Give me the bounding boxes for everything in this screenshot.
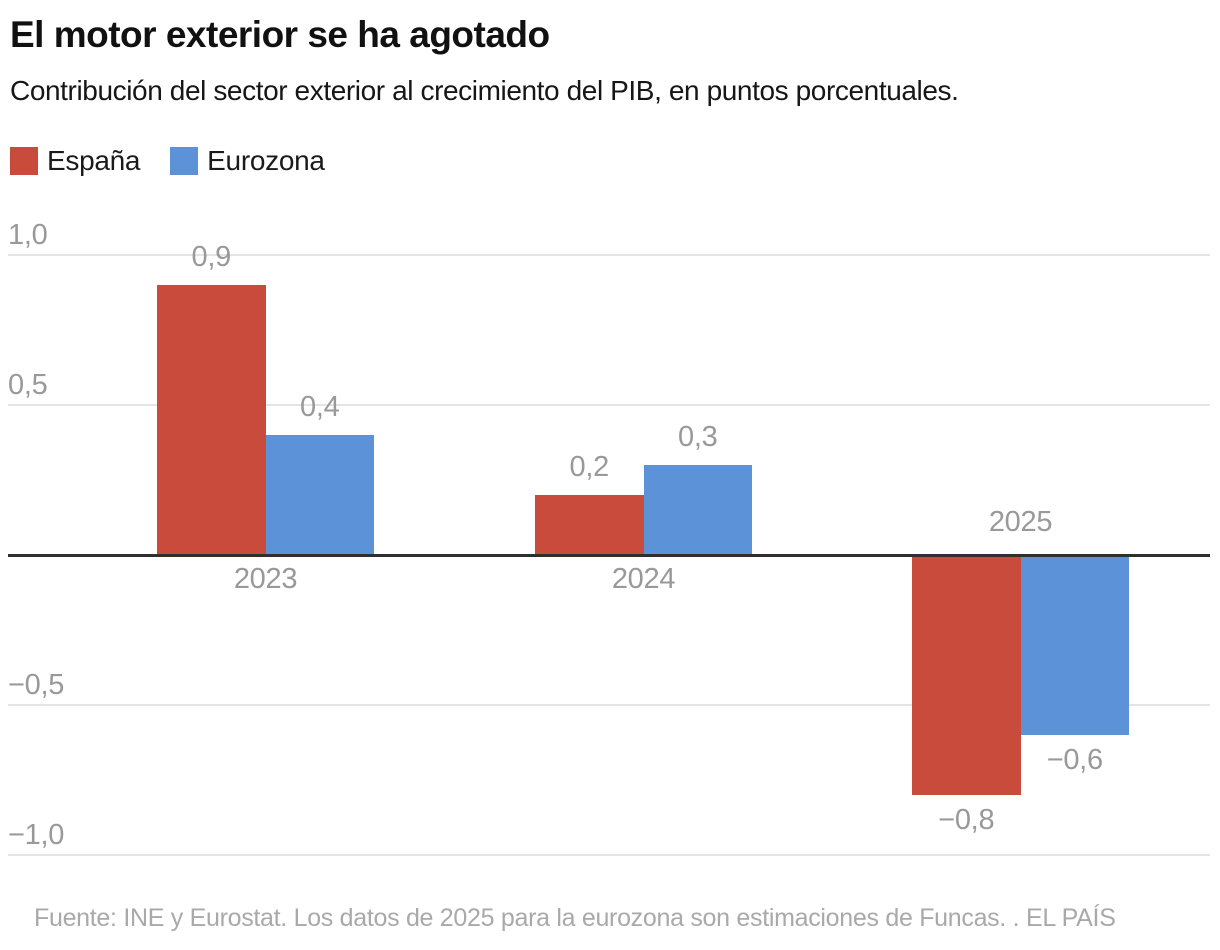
value-label-espana-2025: −0,8 — [938, 804, 995, 836]
x-category-label-2023: 2023 — [233, 563, 298, 595]
bar-espana-2025 — [912, 555, 1021, 795]
value-label-eurozona-2023: 0,4 — [300, 391, 340, 423]
value-label-eurozona-2025: −0,6 — [1046, 744, 1103, 776]
gridline — [8, 254, 1210, 256]
legend: España Eurozona — [10, 145, 325, 177]
x-category-label-2024: 2024 — [611, 563, 676, 595]
chart-header: El motor exterior se ha agotado Contribu… — [10, 12, 1210, 108]
source-credit: Fuente: INE y Eurostat. Los datos de 202… — [34, 904, 1116, 932]
legend-label-espana: España — [47, 145, 141, 176]
legend-item-eurozona: Eurozona — [170, 145, 325, 177]
chart-title: El motor exterior se ha agotado — [10, 14, 550, 55]
chart-subtitle: Contribución del sector exterior al crec… — [10, 75, 959, 106]
eurozona-color-swatch — [170, 147, 199, 175]
bar-espana-2023 — [157, 285, 266, 555]
gridline — [8, 854, 1210, 856]
bar-eurozona-2023 — [265, 435, 374, 555]
y-tick-label: −0,5 — [8, 669, 65, 701]
value-label-espana-2024: 0,2 — [569, 451, 610, 483]
espana-color-swatch — [10, 147, 38, 175]
value-label-espana-2023: 0,9 — [191, 241, 232, 273]
bar-eurozona-2024 — [643, 465, 752, 555]
gridline — [8, 404, 1210, 406]
legend-label-eurozona: Eurozona — [207, 145, 325, 176]
x-axis-line — [8, 553, 1210, 557]
x-category-label-2025: 2025 — [988, 506, 1053, 538]
legend-item-espana: España — [10, 145, 140, 177]
bar-chart: 1,0 0,5 −0,5 −1,0 0,9 0,2 −0,8 0,4 0,3 −0,6 2023 20… — [0, 200, 1220, 900]
y-tick-label: −1,0 — [8, 819, 65, 851]
y-tick-label: 0,5 — [8, 369, 48, 401]
value-label-eurozona-2024: 0,3 — [678, 421, 718, 453]
gridline — [8, 704, 1210, 706]
bar-eurozona-2025 — [1020, 555, 1129, 735]
y-tick-label: 1,0 — [8, 219, 48, 251]
bar-espana-2024 — [535, 495, 644, 555]
